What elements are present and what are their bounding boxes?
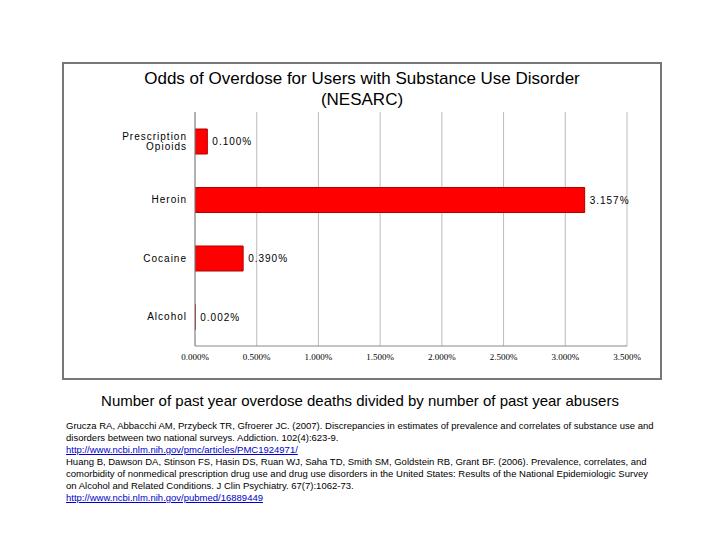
html-text:http://www.ncbi.nlm.nih.gov/pu: http://www.ncbi.nlm.nih.gov/pubmed/16889… (66, 492, 263, 503)
svg-text:Alcohol: Alcohol (147, 311, 187, 322)
svg-text:0.390%: 0.390% (248, 253, 288, 264)
html-text:http://www.ncbi.nlm.nih.gov/pm: http://www.ncbi.nlm.nih.gov/pmc/articles… (66, 444, 298, 455)
svg-text:1.500%: 1.500% (366, 352, 394, 362)
svg-text:0.002%: 0.002% (200, 312, 240, 323)
svg-text:Cocaine: Cocaine (143, 253, 187, 264)
svg-text:0.100%: 0.100% (212, 136, 252, 147)
svg-text:3.157%: 3.157% (590, 195, 630, 206)
html-text:Odds of Overdose for Users wit: Odds of Overdose for Users with Substanc… (144, 69, 580, 109)
svg-text:2.500%: 2.500% (490, 352, 518, 362)
html-text:Grucza RA, Abbacchi AM, Przybe: Grucza RA, Abbacchi AM, Przybeck TR, Gfr… (66, 420, 654, 443)
svg-text:Heroin: Heroin (152, 194, 187, 205)
svg-text:0.500%: 0.500% (243, 352, 271, 362)
svg-text:2.000%: 2.000% (428, 352, 456, 362)
svg-text:PrescriptionOpioids: PrescriptionOpioids (122, 131, 187, 152)
svg-text:0.000%: 0.000% (181, 352, 209, 362)
html-text:Huang B, Dawson DA, Stinson FS: Huang B, Dawson DA, Stinson FS, Hasin DS… (66, 456, 648, 491)
svg-text:3.500%: 3.500% (613, 352, 641, 362)
html-text:Number of past year overdose d: Number of past year overdose deaths divi… (101, 392, 619, 409)
svg-text:1.000%: 1.000% (305, 352, 333, 362)
svg-text:3.000%: 3.000% (551, 352, 579, 362)
